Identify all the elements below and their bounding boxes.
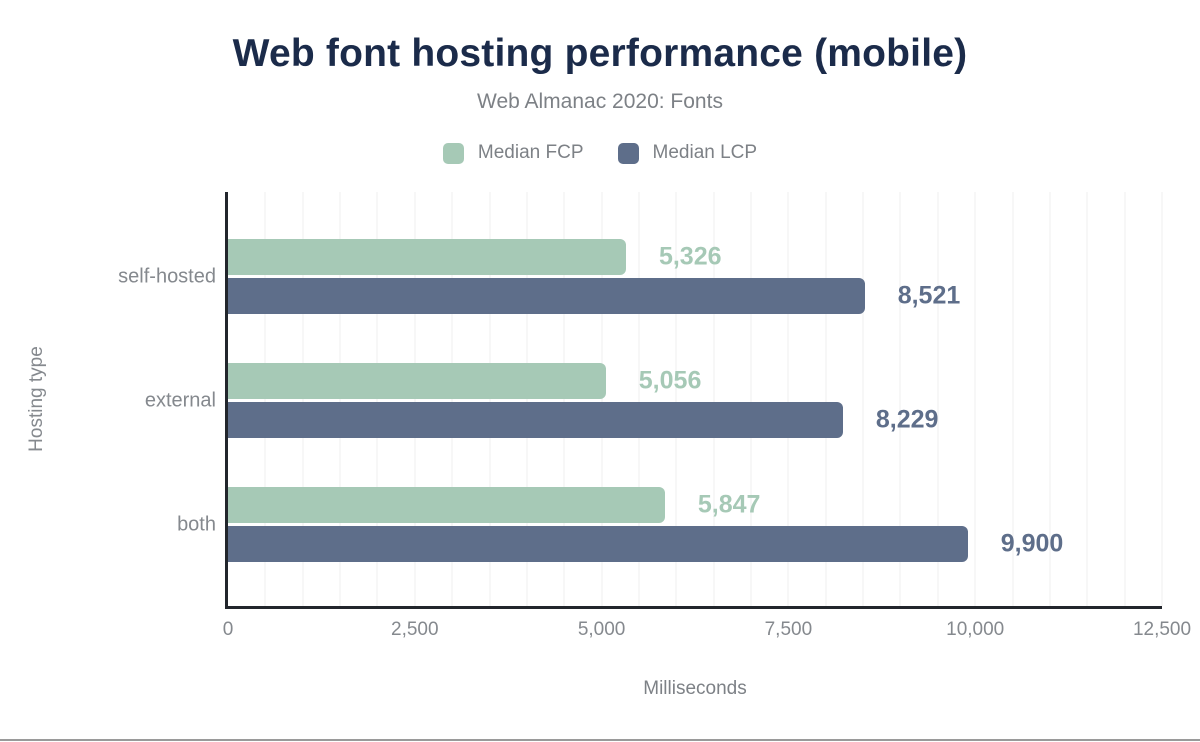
legend-swatch-icon — [442, 142, 464, 164]
gridline — [1049, 192, 1051, 606]
legend-label: Median LCP — [652, 142, 758, 163]
x-axis-title: Milliseconds — [643, 678, 747, 699]
gridline — [601, 192, 603, 606]
legend-swatch-icon — [617, 142, 639, 164]
y-axis-category-labels: self-hosted external both — [0, 192, 216, 606]
bottom-divider — [0, 739, 1200, 741]
value-label: 5,056 — [638, 366, 702, 395]
bar-median-fcp-both — [228, 487, 665, 523]
plot-area: 5,326 8,521 5,056 8,229 5,847 9,900 — [225, 192, 1163, 609]
gridline — [414, 192, 416, 606]
gridline — [937, 192, 939, 606]
bar-median-fcp-self-hosted — [228, 239, 626, 275]
chart-subtitle: Web Almanac 2020: Fonts — [477, 90, 723, 113]
gridline — [974, 192, 976, 606]
gridline — [526, 192, 528, 606]
gridline — [489, 192, 491, 606]
category-label-both: both — [177, 513, 216, 535]
x-tick-label: 5,000 — [577, 619, 626, 640]
x-tick-label: 7,500 — [764, 619, 813, 640]
gridline — [1124, 192, 1126, 606]
gridline — [899, 192, 901, 606]
gridline — [563, 192, 565, 606]
chart-title: Web font hosting performance (mobile) — [232, 32, 968, 75]
x-axis-tick-labels: 0 2,500 5,000 7,500 10,000 12,500 — [223, 619, 1191, 643]
x-tick-label: 0 — [222, 619, 234, 640]
gridline — [264, 192, 266, 606]
legend-label: Median FCP — [477, 142, 584, 163]
gridline — [376, 192, 378, 606]
legend-item-fcp: Median FCP — [442, 142, 584, 164]
bar-median-fcp-external — [228, 363, 606, 399]
category-label-external: external — [144, 389, 216, 411]
gridline — [750, 192, 752, 606]
value-label: 5,847 — [697, 490, 761, 519]
x-tick-label: 12,500 — [1132, 619, 1192, 640]
x-tick-label: 2,500 — [391, 619, 439, 640]
category-label-self-hosted: self-hosted — [118, 265, 216, 287]
gridline — [1086, 192, 1088, 606]
bar-median-lcp-external — [228, 402, 843, 438]
legend-item-lcp: Median LCP — [617, 142, 758, 164]
value-label: 8,229 — [875, 405, 939, 434]
gridline — [451, 192, 453, 606]
legend: Median FCP Median LCP — [0, 140, 1200, 166]
value-label: 9,900 — [1000, 529, 1064, 558]
gridline — [1161, 192, 1163, 606]
gridline — [339, 192, 341, 606]
gridline — [825, 192, 827, 606]
gridline — [1012, 192, 1014, 606]
value-label: 5,326 — [658, 242, 722, 271]
gridline — [862, 192, 864, 606]
gridline — [638, 192, 640, 606]
gridline — [713, 192, 715, 606]
x-tick-label: 10,000 — [946, 619, 1005, 640]
value-label: 8,521 — [897, 281, 961, 310]
bar-median-lcp-both — [228, 526, 968, 562]
bar-median-lcp-self-hosted — [228, 278, 865, 314]
gridline — [302, 192, 304, 606]
gridline — [787, 192, 789, 606]
gridline — [675, 192, 677, 606]
